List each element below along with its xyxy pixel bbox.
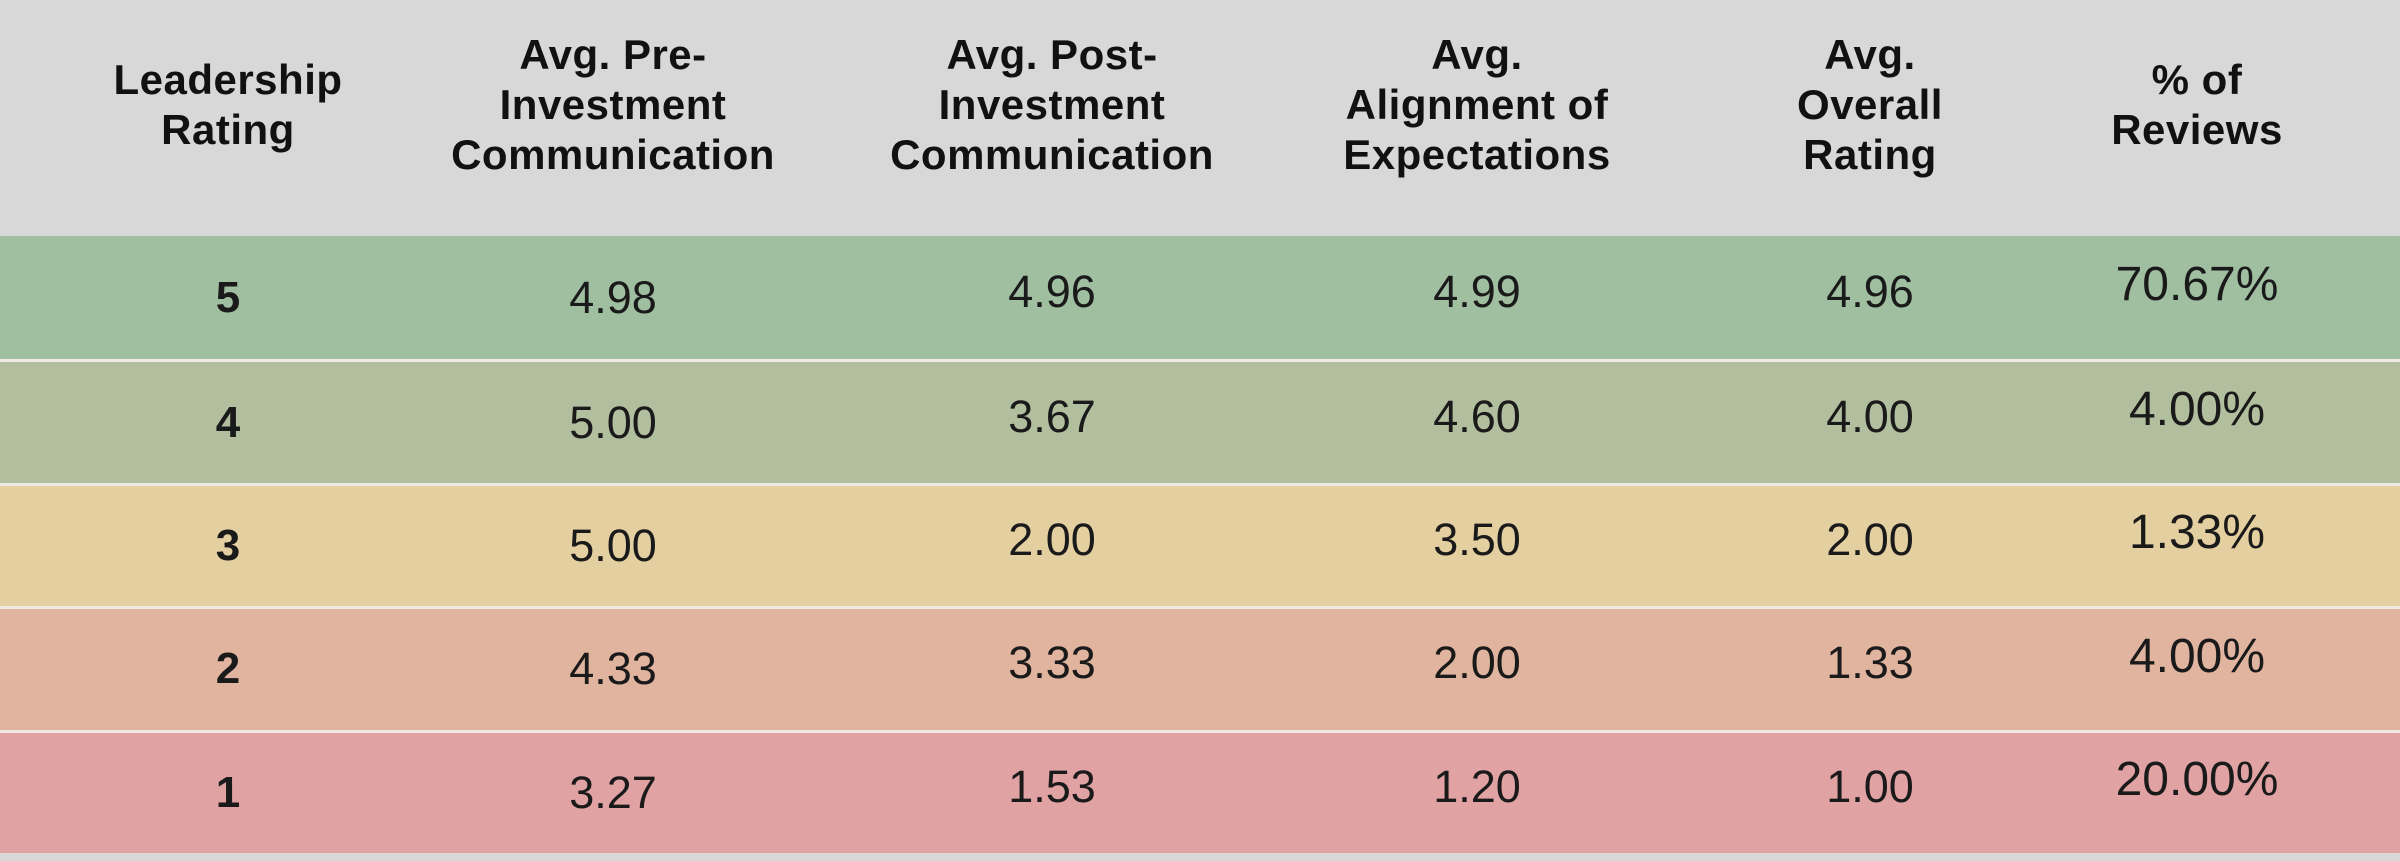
cell-rating: 2: [215, 644, 241, 694]
cell-alignment: 1.20: [1433, 760, 1521, 812]
cell-post-investment: 3.67: [1008, 390, 1096, 442]
column-header-percent-of-reviews: % of Reviews: [2111, 56, 2283, 153]
cell-pre-investment: 4.98: [569, 271, 657, 323]
table-row-rating-3: 3 5.00 2.00 3.50 2.00 1.33%: [0, 482, 2400, 607]
column-header-alignment-of-expectations: Avg. Alignment of Expectations: [1343, 31, 1611, 178]
cell-alignment: 4.99: [1433, 265, 1521, 317]
cell-overall: 1.33: [1826, 637, 1914, 689]
table-row-rating-1: 1 3.27 1.53 1.20 1.00 20.00%: [0, 729, 2400, 853]
cell-overall: 4.00: [1826, 390, 1914, 442]
cell-post-investment: 4.96: [1008, 265, 1096, 317]
cell-alignment: 4.60: [1433, 390, 1521, 442]
table-row-rating-4: 4 5.00 3.67 4.60 4.00 4.00%: [0, 359, 2400, 483]
cell-pre-investment: 4.33: [569, 643, 657, 695]
cell-alignment: 3.50: [1433, 513, 1521, 565]
table-row-rating-5: 5 4.98 4.96 4.99 4.96 70.67%: [0, 236, 2400, 360]
cell-pre-investment: 5.00: [569, 519, 657, 571]
table-header-row: Leadership Rating Avg. Pre- Investment C…: [0, 0, 2400, 236]
column-header-post-investment-communication: Avg. Post- Investment Communication: [890, 31, 1214, 178]
column-header-pre-investment-communication: Avg. Pre- Investment Communication: [451, 31, 775, 178]
cell-alignment: 2.00: [1433, 637, 1521, 689]
cell-rating: 5: [215, 272, 241, 322]
cell-post-investment: 3.33: [1008, 637, 1096, 689]
cell-percent-reviews: 70.67%: [2115, 258, 2279, 312]
cell-post-investment: 1.53: [1008, 760, 1096, 812]
cell-pre-investment: 5.00: [569, 396, 657, 448]
cell-percent-reviews: 4.00%: [2128, 629, 2266, 683]
column-header-leadership-rating: Leadership Rating: [113, 56, 343, 153]
cell-overall: 4.96: [1826, 265, 1914, 317]
cell-percent-reviews: 20.00%: [2115, 753, 2279, 807]
cell-overall: 2.00: [1826, 513, 1914, 565]
column-header-overall-rating: Avg. Overall Rating: [1797, 31, 1943, 178]
cell-pre-investment: 3.27: [569, 766, 657, 818]
cell-post-investment: 2.00: [1008, 513, 1096, 565]
cell-rating: 3: [215, 520, 241, 570]
cell-rating: 4: [215, 397, 241, 447]
cell-percent-reviews: 4.00%: [2128, 383, 2266, 437]
cell-percent-reviews: 1.33%: [2128, 506, 2266, 560]
cell-rating: 1: [215, 767, 241, 817]
cell-overall: 1.00: [1826, 760, 1914, 812]
table-row-rating-2: 2 4.33 3.33 2.00 1.33 4.00%: [0, 606, 2400, 730]
